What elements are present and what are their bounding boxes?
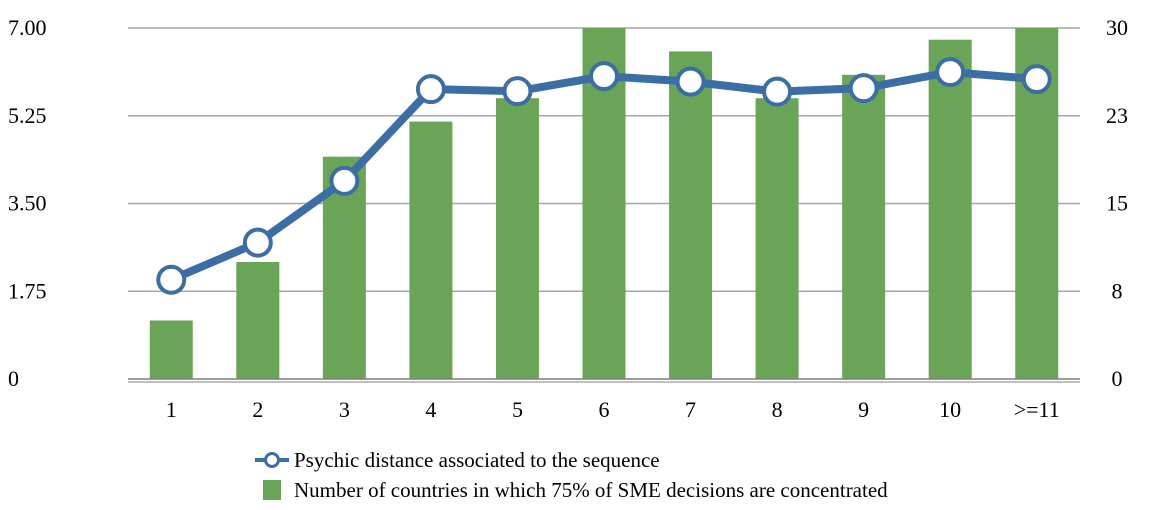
line-marker [156,264,187,295]
x-tick-label: 4 [425,397,436,422]
line-marker [242,227,273,258]
bar [409,121,453,379]
line-marker [502,76,533,107]
legend-item-bar: Number of countries in which 75% of SME … [255,475,888,505]
left-axis-tick-label: 1.75 [8,278,47,303]
legend-line-label: Psychic distance associated to the seque… [294,447,660,472]
bar [669,51,713,380]
bar [495,98,539,379]
line-marker [762,76,793,107]
line-marker [848,73,879,104]
left-axis-tick-label: 7.00 [8,15,47,40]
x-axis [128,378,1080,383]
legend-bar-swatch [255,479,289,501]
x-tick-label: 3 [339,397,350,422]
x-tick-label: 8 [772,397,783,422]
line-marker [329,165,360,196]
bar [236,262,280,379]
bar [842,74,886,380]
right-axis-tick-label: 30 [1106,15,1128,40]
left-axis-tick-label: 0 [8,366,19,391]
legend-item-line: Psychic distance associated to the seque… [255,445,888,475]
line-series [156,57,1052,295]
line-marker [589,61,619,92]
left-axis-tick-label: 3.50 [8,191,47,216]
right-axis-tick-label: 15 [1106,191,1128,216]
x-tick-label: 5 [512,397,523,422]
line-marker [935,57,966,88]
left-axis-tick-label: 5.25 [8,103,47,128]
bar [149,320,193,379]
bar [928,39,972,379]
bar [755,98,799,379]
x-tick-label: >=11 [1014,397,1060,422]
x-tick-label: 1 [166,397,177,422]
x-tick-label: 10 [939,397,961,422]
line-marker [1021,64,1052,95]
x-tick-label: 9 [858,397,869,422]
line-marker [675,66,706,97]
x-tick-label: 6 [599,397,610,422]
right-axis-tick-label: 8 [1112,278,1123,303]
x-tick-label: 7 [685,397,696,422]
line-marker [415,74,446,105]
legend-bar-label: Number of countries in which 75% of SME … [294,477,888,502]
legend-line-swatch [255,449,289,471]
x-tick-label: 2 [252,397,263,422]
right-axis-tick-label: 23 [1106,103,1128,128]
legend: Psychic distance associated to the seque… [255,445,888,505]
right-axis-tick-label: 0 [1112,366,1123,391]
